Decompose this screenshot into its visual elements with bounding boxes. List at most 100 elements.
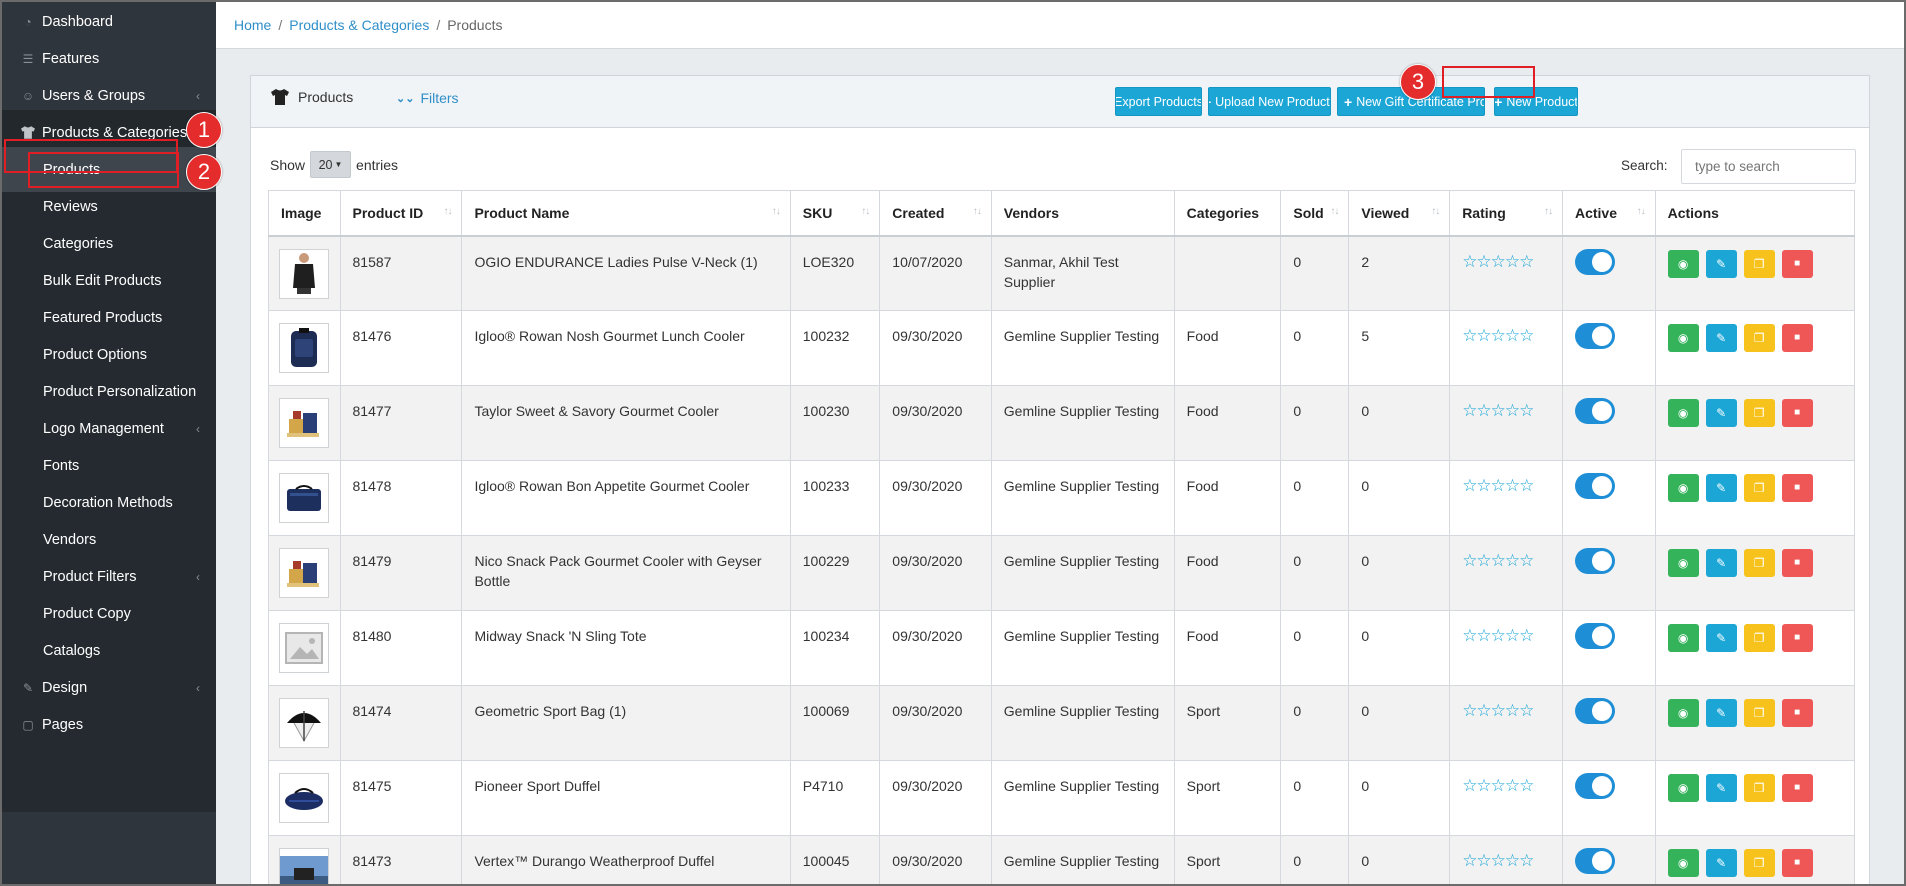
sidebar-item-label: Catalogs <box>43 642 101 659</box>
star-rating-icon: ☆☆☆☆☆ <box>1462 251 1534 271</box>
active-toggle[interactable] <box>1574 248 1615 275</box>
copy-button[interactable]: ❐ <box>1743 249 1775 278</box>
column-header-rating[interactable]: Rating ↑↓ <box>1449 190 1563 237</box>
delete-button[interactable]: ■ <box>1781 474 1813 502</box>
product-thumbnail[interactable] <box>279 848 329 884</box>
trash-icon: ■ <box>1794 257 1801 269</box>
delete-button[interactable]: ■ <box>1781 849 1813 877</box>
active-toggle[interactable] <box>1574 398 1615 424</box>
view-button[interactable]: ◉ <box>1667 849 1699 877</box>
sidebar-item-decoration-methods[interactable]: Decoration Methods <box>2 480 216 525</box>
active-toggle[interactable] <box>1574 473 1615 499</box>
active-toggle[interactable] <box>1574 848 1615 874</box>
active-toggle[interactable] <box>1574 698 1615 724</box>
product-thumbnail[interactable] <box>279 323 329 373</box>
column-header-product-id[interactable]: Product ID ↑↓ <box>339 190 463 237</box>
view-button[interactable]: ◉ <box>1667 774 1699 802</box>
edit-button[interactable]: ✎ <box>1705 849 1737 877</box>
breadcrumb-home[interactable]: Home <box>234 17 272 33</box>
sidebar-item-pages[interactable]: ▢ Pages <box>2 702 216 747</box>
copy-button[interactable]: ❐ <box>1743 474 1775 502</box>
product-thumbnail[interactable] <box>279 623 329 673</box>
export-products-button[interactable]: Export Products <box>1115 87 1202 116</box>
edit-button[interactable]: ✎ <box>1705 474 1737 502</box>
delete-button[interactable]: ■ <box>1781 774 1813 802</box>
copy-button[interactable]: ❐ <box>1743 549 1775 577</box>
copy-button[interactable]: ❐ <box>1743 699 1775 727</box>
product-thumbnail[interactable] <box>279 248 329 299</box>
upload-new-products-button[interactable]: + Upload New Products <box>1208 87 1331 116</box>
column-header-active[interactable]: Active ↑↓ <box>1561 190 1656 237</box>
product-thumbnail[interactable] <box>279 473 329 523</box>
sidebar-item-catalogs[interactable]: Catalogs <box>2 628 216 673</box>
copy-button[interactable]: ❐ <box>1743 624 1775 652</box>
sidebar-item-design[interactable]: ✎ Design ‹ <box>2 665 216 710</box>
sidebar-item-bulk-edit-products[interactable]: Bulk Edit Products <box>2 258 216 303</box>
search-input[interactable] <box>1681 149 1856 184</box>
filters-toggle[interactable]: ⌄⌄ Filters <box>396 90 459 106</box>
delete-button[interactable]: ■ <box>1781 249 1813 278</box>
cell-name: Midway Snack 'N Sling Tote <box>461 610 791 686</box>
sidebar-item-dashboard[interactable]: ◔ Dashboard <box>2 2 216 44</box>
sidebar-item-features[interactable]: ☰ Features <box>2 36 216 81</box>
column-header-sku[interactable]: SKU ↑↓ <box>789 190 881 237</box>
view-button[interactable]: ◉ <box>1667 474 1699 502</box>
sidebar-item-fonts[interactable]: Fonts <box>2 443 216 488</box>
sidebar-item-label: Vendors <box>43 531 97 548</box>
sidebar-item-label: Product Copy <box>43 605 131 622</box>
view-button[interactable]: ◉ <box>1667 699 1699 727</box>
sidebar-item-reviews[interactable]: Reviews <box>2 184 216 229</box>
active-toggle[interactable] <box>1574 548 1615 574</box>
product-thumbnail[interactable] <box>279 698 329 748</box>
copy-button[interactable]: ❐ <box>1743 849 1775 877</box>
edit-button[interactable]: ✎ <box>1705 399 1737 427</box>
table-row: 81479 Nico Snack Pack Gourmet Cooler with… <box>268 535 1856 611</box>
column-header-sold[interactable]: Sold ↑↓ <box>1280 190 1350 237</box>
sidebar-item-vendors[interactable]: Vendors <box>2 517 216 562</box>
entries-select[interactable]: 20 ▼ <box>310 151 352 178</box>
cell-vendors: Gemline Supplier Testing <box>990 835 1175 884</box>
sidebar-item-product-filters[interactable]: Product Filters ‹ <box>2 554 216 599</box>
edit-button[interactable]: ✎ <box>1705 774 1737 802</box>
column-header-viewed[interactable]: Viewed ↑↓ <box>1348 190 1451 237</box>
active-toggle[interactable] <box>1574 623 1615 649</box>
new-product-button[interactable]: + New Product <box>1494 87 1578 116</box>
edit-button[interactable]: ✎ <box>1705 699 1737 727</box>
copy-icon: ❐ <box>1753 481 1765 495</box>
sidebar-item-products[interactable]: Products <box>2 147 216 192</box>
delete-button[interactable]: ■ <box>1781 699 1813 727</box>
active-toggle[interactable] <box>1574 323 1615 349</box>
view-button[interactable]: ◉ <box>1667 324 1699 352</box>
edit-button[interactable]: ✎ <box>1705 549 1737 577</box>
sidebar-item-categories[interactable]: Categories <box>2 221 216 266</box>
view-button[interactable]: ◉ <box>1667 399 1699 427</box>
active-toggle[interactable] <box>1574 773 1615 799</box>
view-button[interactable]: ◉ <box>1667 249 1699 278</box>
delete-button[interactable]: ■ <box>1781 624 1813 652</box>
product-thumbnail[interactable] <box>279 548 329 598</box>
breadcrumb-section[interactable]: Products & Categories <box>289 17 430 33</box>
edit-button[interactable]: ✎ <box>1705 249 1737 278</box>
product-thumbnail[interactable] <box>279 398 329 448</box>
product-thumbnail[interactable] <box>279 773 329 823</box>
sidebar-item-users-groups[interactable]: ☺ Users & Groups ‹ <box>2 73 216 118</box>
column-header-product-name[interactable]: Product Name ↑↓ <box>461 190 791 237</box>
column-header-created[interactable]: Created ↑↓ <box>879 190 992 237</box>
delete-button[interactable]: ■ <box>1781 399 1813 427</box>
view-button[interactable]: ◉ <box>1667 624 1699 652</box>
copy-button[interactable]: ❐ <box>1743 399 1775 427</box>
view-button[interactable]: ◉ <box>1667 549 1699 577</box>
edit-button[interactable]: ✎ <box>1705 324 1737 352</box>
delete-button[interactable]: ■ <box>1781 549 1813 577</box>
new-gift-certificate-button[interactable]: +New Gift Certificate Product <box>1337 87 1485 116</box>
sidebar-item-featured-products[interactable]: Featured Products <box>2 295 216 340</box>
delete-button[interactable]: ■ <box>1781 324 1813 352</box>
sidebar-item-product-personalization[interactable]: Product Personalization <box>2 369 216 414</box>
edit-button[interactable]: ✎ <box>1705 624 1737 652</box>
copy-button[interactable]: ❐ <box>1743 324 1775 352</box>
cell-created: 09/30/2020 <box>879 685 992 761</box>
sidebar-item-logo-management[interactable]: Logo Management ‹ <box>2 406 216 451</box>
sidebar-item-product-options[interactable]: Product Options <box>2 332 216 377</box>
sidebar-item-product-copy[interactable]: Product Copy <box>2 591 216 636</box>
copy-button[interactable]: ❐ <box>1743 774 1775 802</box>
